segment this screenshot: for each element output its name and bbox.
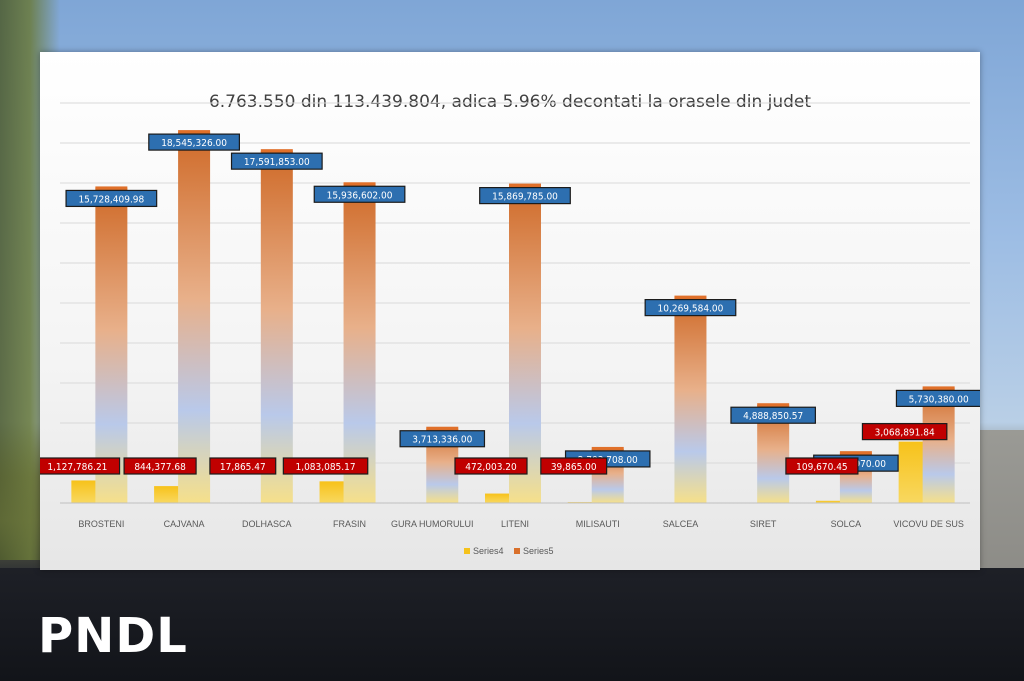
data-label-series4-box [209, 457, 277, 475]
x-tick-label: GURA HUMORULUI [391, 519, 474, 529]
data-label-series5-box [313, 185, 406, 203]
data-label-series5-text: 15,728,409.98 [78, 194, 144, 205]
data-label-series5: 3,713,336.00 [399, 430, 486, 448]
data-label-series4: 109,670.45 [785, 457, 859, 475]
data-label-series5-box [148, 133, 240, 151]
x-tick-label: CAJVANA [164, 519, 205, 529]
data-label-series4-text: 472,003.20 [465, 462, 517, 473]
data-label-series4: 39,865.00 [540, 457, 608, 475]
chart-title: 6.763.550 din 113.439.804, adica 5.96% d… [208, 92, 812, 112]
data-label-series4: 472,003.20 [454, 457, 528, 475]
data-label-series5-text: 4,888,850.57 [743, 411, 803, 422]
x-tick-label: MILISAUTI [576, 519, 620, 529]
brand-title: PNDL [38, 608, 188, 664]
bar-series5 [343, 184, 376, 504]
data-label-series4: 17,865.47 [209, 457, 277, 475]
bar-series5-cap [178, 130, 211, 134]
bar-series4 [71, 480, 104, 503]
data-label-series5-text: 5,730,380.00 [909, 394, 969, 405]
legend-label: Series4 [473, 546, 504, 556]
bar-series5-cap [343, 182, 376, 186]
data-label-series4-box [540, 457, 608, 475]
bar-series5 [922, 388, 955, 503]
legend-swatch [514, 548, 520, 554]
bar-series5-cap [757, 403, 790, 407]
data-label-series5-text: 17,591,853.00 [244, 157, 310, 168]
bar-series5-cap [591, 446, 624, 450]
bar-chart: 15,728,409.98 1,127,786.21 18,545,326.00 84… [40, 102, 980, 556]
data-label-series4-text: 844,377.68 [134, 462, 186, 473]
data-label-series5: 15,869,785.00 [479, 187, 571, 205]
data-label-series4-box [454, 457, 528, 475]
data-label-series4-box [861, 423, 948, 441]
data-label-series4-box [123, 457, 197, 475]
x-tick-label: DOLHASCA [242, 519, 292, 529]
data-label-series5-box [399, 430, 486, 448]
data-label-series5-text: 3,713,336.00 [412, 435, 472, 446]
legend-item-series5: Series5 [514, 546, 554, 556]
data-label-series5-box [730, 406, 816, 424]
data-label-series5-text: 2,703,708.00 [578, 455, 638, 466]
data-label-series5: 15,936,602.00 [313, 185, 406, 203]
data-label-series4-box [785, 457, 859, 475]
data-label-series4-text: 109,670.45 [796, 462, 848, 473]
bar-series5-cap [922, 386, 955, 390]
data-label-series4-text: 39,865.00 [551, 462, 597, 473]
x-tick-label: BROSTENI [78, 519, 124, 529]
background-road [0, 568, 1024, 681]
data-label-series4-text: 17,865.47 [220, 462, 266, 473]
x-tick-label: VICOVU DE SUS [893, 519, 964, 529]
data-label-series5-box [230, 152, 323, 170]
bar-series5-cap [260, 149, 293, 153]
x-tick-label: SIRET [750, 519, 777, 529]
bar-series5-cap [839, 451, 872, 455]
bar-series5-cap [509, 183, 541, 187]
bar-series5-cap [674, 295, 707, 299]
data-label-series4: 1,083,085.17 [282, 457, 369, 475]
bar-series5 [509, 185, 541, 503]
chart-panel: 6.763.550 din 113.439.804, adica 5.96% d… [40, 52, 980, 570]
data-label-series5: 10,269,584.00 [644, 299, 737, 317]
data-label-series4-text: 1,127,786.21 [47, 462, 107, 473]
data-label-series5: 15,728,409.98 [65, 189, 158, 208]
data-label-series5: 18,545,326.00 [148, 133, 240, 151]
legend-swatch [464, 548, 470, 554]
x-tick-label: FRASIN [333, 519, 366, 529]
data-label-series5-text: 15,936,602.00 [327, 190, 393, 201]
data-label-series4: 1,127,786.21 [40, 457, 121, 475]
data-label-series4-text: 3,068,891.84 [875, 428, 935, 439]
data-label-series5-box [65, 189, 158, 208]
data-label-series5: 4,888,850.57 [730, 406, 816, 424]
data-label-series5-text: 15,869,785.00 [492, 192, 558, 203]
legend-label: Series5 [523, 546, 554, 556]
data-label-series5-box [895, 389, 980, 407]
x-tick-label: SOLCA [831, 519, 862, 529]
bar-series5 [178, 132, 211, 503]
x-tick-label: SALCEA [663, 519, 699, 529]
data-label-series4: 3,068,891.84 [861, 423, 948, 441]
data-label-series5-text: 18,545,326.00 [161, 138, 227, 149]
data-label-series5-text: 10,269,584.00 [658, 304, 724, 315]
data-label-series4-box [40, 457, 121, 475]
data-label-series4-text: 1,083,085.17 [296, 462, 356, 473]
data-label-series5-box [479, 187, 571, 205]
data-label-series4-box [282, 457, 369, 475]
data-label-series4: 844,377.68 [123, 457, 197, 475]
data-label-series5-box [644, 299, 737, 317]
bar-series4 [485, 493, 517, 503]
bar-series5 [95, 188, 128, 503]
bar-series5-cap [426, 426, 459, 430]
bar-series5-cap [95, 186, 128, 190]
bar-series5 [260, 151, 293, 503]
data-label-series5: 17,591,853.00 [230, 152, 323, 170]
legend-item-series4: Series4 [464, 546, 504, 556]
bar-series5 [674, 297, 707, 503]
data-label-series5: 5,730,380.00 [895, 389, 980, 407]
x-tick-label: LITENI [501, 519, 529, 529]
bar-series4 [815, 500, 848, 503]
